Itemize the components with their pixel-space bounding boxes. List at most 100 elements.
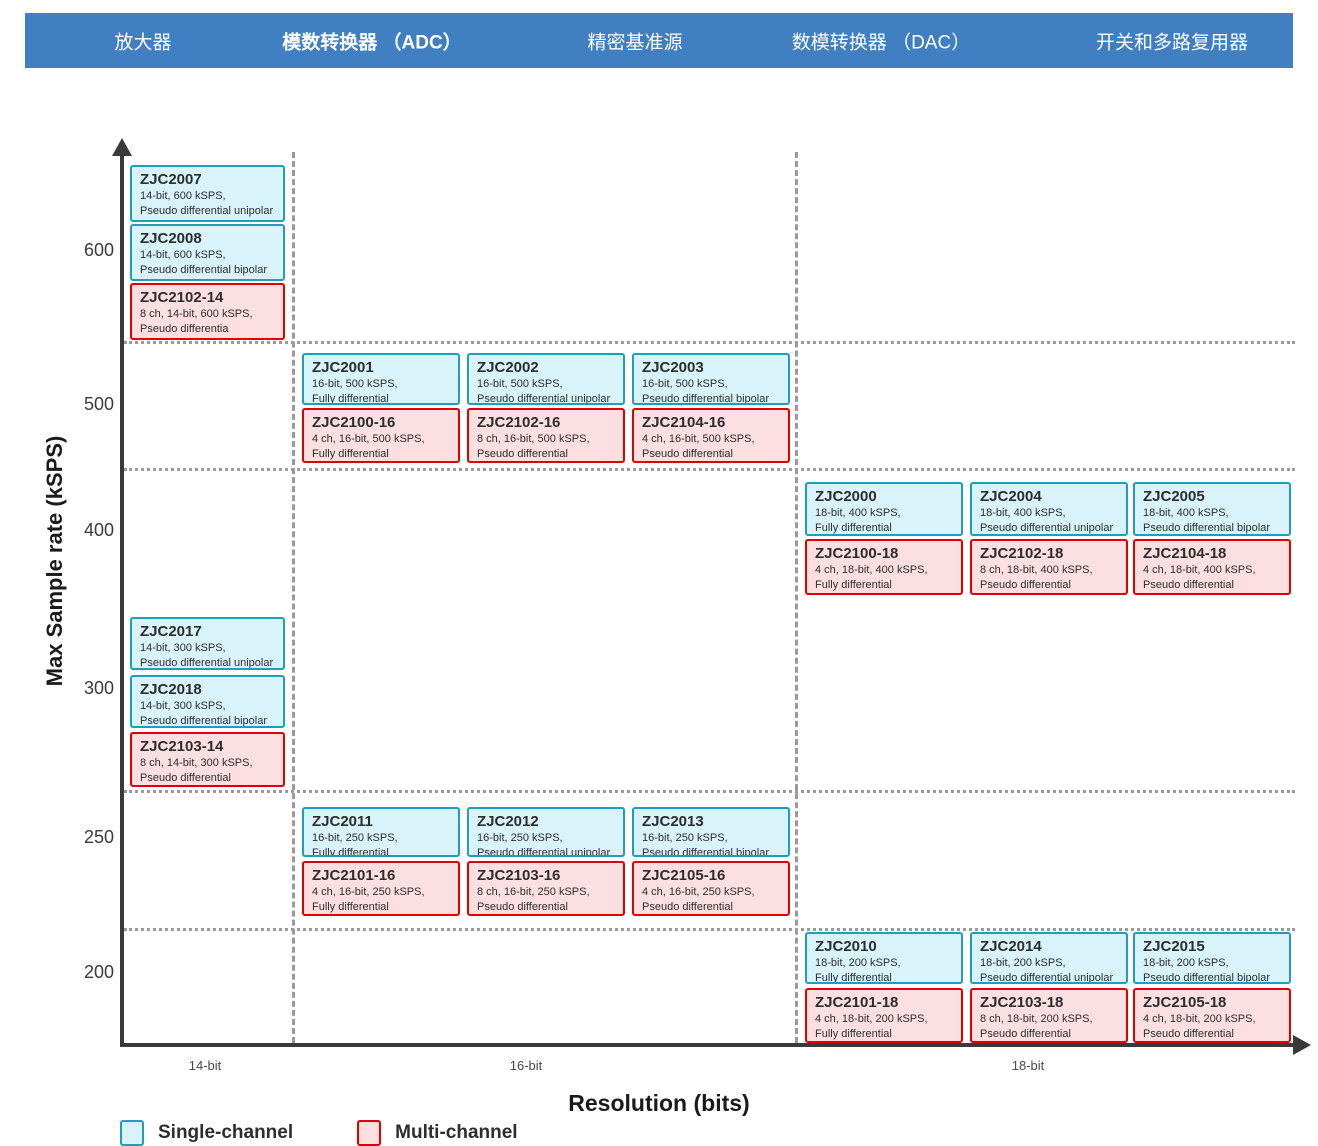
product-part-number: ZJC2101-18 [815, 994, 899, 1011]
product-card[interactable]: ZJC2012 16-bit, 250 kSPS, Pseudo different… [467, 807, 625, 857]
product-card[interactable]: ZJC2008 14-bit, 600 kSPS, Pseudo differen… [130, 224, 285, 281]
product-part-number: ZJC2004 [980, 488, 1042, 505]
product-card[interactable]: ZJC2001 16-bit, 500 kSPS, Fully differenti… [302, 353, 460, 405]
product-card[interactable]: ZJC2101-16 4 ch, 16-bit, 250 kSPS, Fully d… [302, 861, 460, 916]
product-spec-line-1: 18-bit, 400 kSPS, [980, 507, 1066, 520]
product-spec-line-1: 4 ch, 16-bit, 250 kSPS, [642, 886, 755, 899]
product-spec-line-1: 4 ch, 16-bit, 500 kSPS, [642, 433, 755, 446]
product-spec-line-1: 8 ch, 16-bit, 500 kSPS, [477, 433, 590, 446]
product-spec-line-2: Fully differential [815, 579, 892, 592]
product-card[interactable]: ZJC2103-14 8 ch, 14-bit, 300 kSPS, Pseudo … [130, 732, 285, 787]
product-card[interactable]: ZJC2105-16 4 ch, 16-bit, 250 kSPS, Pseudo … [632, 861, 790, 916]
product-spec-line-2: Pseudo differential unipolar [477, 847, 611, 857]
product-spec-line-1: 4 ch, 18-bit, 400 kSPS, [1143, 564, 1256, 577]
product-spec-line-2: Pseudo differentia [140, 323, 229, 336]
product-spec-line-1: 4 ch, 16-bit, 500 kSPS, [312, 433, 425, 446]
product-card[interactable]: ZJC2105-18 4 ch, 18-bit, 200 kSPS, Pseudo … [1133, 988, 1291, 1043]
product-spec-line-1: 8 ch, 16-bit, 250 kSPS, [477, 886, 590, 899]
y-tick-label-0: 600 [83, 240, 114, 260]
legend-entry-multi[interactable]: Multi-channel [357, 1120, 518, 1146]
product-spec-line-2: Pseudo differential bipolar [642, 393, 769, 405]
product-card[interactable]: ZJC2102-18 8 ch, 18-bit, 400 kSPS, Pseudo … [970, 539, 1128, 595]
product-spec-line-1: 18-bit, 200 kSPS, [1143, 957, 1229, 970]
horizontal-gridline-1 [124, 468, 1295, 471]
product-card[interactable]: ZJC2011 16-bit, 250 kSPS, Fully differenti… [302, 807, 460, 857]
product-spec-line-2: Pseudo differential [980, 1028, 1071, 1041]
product-part-number: ZJC2104-18 [1143, 545, 1227, 562]
product-part-number: ZJC2008 [140, 230, 202, 247]
product-card[interactable]: ZJC2100-18 4 ch, 18-bit, 400 kSPS, Fully d… [805, 539, 963, 595]
product-card[interactable]: ZJC2101-18 4 ch, 18-bit, 200 kSPS, Fully d… [805, 988, 963, 1043]
product-spec-line-1: 16-bit, 250 kSPS, [312, 832, 398, 845]
product-spec-line-2: Pseudo differential bipolar [1143, 522, 1270, 535]
product-part-number: ZJC2000 [815, 488, 877, 505]
product-spec-line-1: 16-bit, 250 kSPS, [642, 832, 728, 845]
product-spec-line-1: 14-bit, 300 kSPS, [140, 700, 226, 713]
product-card[interactable]: ZJC2017 14-bit, 300 kSPS, Pseudo different… [130, 617, 285, 670]
product-part-number: ZJC2007 [140, 171, 202, 188]
legend-label-multi: Multi-channel [395, 1122, 518, 1143]
product-spec-line-2: Fully differential [312, 393, 389, 405]
product-card[interactable]: ZJC2103-16 8 ch, 16-bit, 250 kSPS, Pseudo … [467, 861, 625, 916]
product-spec-line-2: Pseudo differential [980, 579, 1071, 592]
product-card[interactable]: ZJC2013 16-bit, 250 kSPS, Pseudo different… [632, 807, 790, 857]
product-card[interactable]: ZJC2102-14 8 ch, 14-bit, 600 kSPS, Pseudo … [130, 283, 285, 340]
product-spec-line-2: Pseudo differential bipolar [140, 264, 267, 277]
product-card[interactable]: ZJC2003 16-bit, 500 kSPS, Pseudo different… [632, 353, 790, 405]
product-card[interactable]: ZJC2102-16 8 ch, 16-bit, 500 kSPS, Pseudo … [467, 408, 625, 463]
nav-item-2[interactable]: 精密基准源 [587, 32, 683, 53]
product-part-number: ZJC2102-18 [980, 545, 1064, 562]
product-part-number: ZJC2014 [980, 938, 1042, 955]
product-spec-line-2: Fully differential [815, 1028, 892, 1041]
product-card[interactable]: ZJC2000 18-bit, 400 kSPS, Fully differenti… [805, 482, 963, 536]
product-part-number: ZJC2100-18 [815, 545, 899, 562]
product-card[interactable]: ZJC2010 18-bit, 200 kSPS, Fully differenti… [805, 932, 963, 984]
product-card[interactable]: ZJC2007 14-bit, 600 kSPS, Pseudo different… [130, 165, 285, 222]
nav-item-3[interactable]: 数模转换器 （DAC） [791, 32, 971, 53]
y-axis-line [120, 152, 124, 1047]
product-spec-line-1: 4 ch, 16-bit, 250 kSPS, [312, 886, 425, 899]
product-card[interactable]: ZJC2103-18 8 ch, 18-bit, 200 kSPS, Pseudo … [970, 988, 1128, 1043]
nav-item-4[interactable]: 开关和多路复用器 [1095, 32, 1249, 53]
nav-item-1[interactable]: 模数转换器 （ADC） [282, 32, 462, 53]
product-spec-line-1: 8 ch, 14-bit, 600 kSPS, [140, 308, 253, 321]
chart-canvas: ZJC2007 14-bit, 600 kSPS, Pseudo different… [0, 68, 1318, 1146]
legend-label-single: Single-channel [158, 1122, 294, 1143]
product-spec-line-2: Pseudo differential [642, 448, 733, 461]
y-tick-label-5: 200 [83, 962, 114, 982]
product-spec-line-1: 14-bit, 300 kSPS, [140, 642, 226, 655]
product-card[interactable]: ZJC2104-16 4 ch, 16-bit, 500 kSPS, Pseudo … [632, 408, 790, 463]
nav-item-0[interactable]: 放大器 [114, 32, 172, 53]
y-axis-arrow-icon [112, 138, 132, 156]
product-spec-line-2: Fully differential [815, 972, 892, 984]
product-card[interactable]: ZJC2018 14-bit, 300 kSPS, Pseudo different… [130, 675, 285, 728]
product-part-number: ZJC2015 [1143, 938, 1205, 955]
product-part-number: ZJC2013 [642, 813, 704, 830]
product-spec-line-2: Fully differential [815, 522, 892, 535]
product-card[interactable]: ZJC2104-18 4 ch, 18-bit, 400 kSPS, Pseudo … [1133, 539, 1291, 595]
legend-swatch-single [120, 1120, 144, 1146]
x-axis-line [120, 1043, 1295, 1047]
product-part-number: ZJC2003 [642, 359, 704, 376]
product-spec-line-2: Pseudo differential unipolar [140, 657, 274, 670]
product-card[interactable]: ZJC2005 18-bit, 400 kSPS, Pseudo different… [1133, 482, 1291, 536]
product-spec-line-2: Pseudo differential [1143, 1028, 1234, 1041]
product-part-number: ZJC2100-16 [312, 414, 396, 431]
product-part-number: ZJC2002 [477, 359, 539, 376]
x-tick-label-2: 18-bit [1011, 1058, 1045, 1073]
product-spec-line-1: 8 ch, 14-bit, 300 kSPS, [140, 757, 253, 770]
product-spec-line-1: 4 ch, 18-bit, 200 kSPS, [815, 1013, 928, 1026]
x-axis-arrow-icon [1293, 1035, 1311, 1055]
product-card[interactable]: ZJC2004 18-bit, 400 kSPS, Pseudo different… [970, 482, 1128, 536]
product-card[interactable]: ZJC2002 16-bit, 500 kSPS, Pseudo different… [467, 353, 625, 405]
legend-entry-single[interactable]: Single-channel [120, 1120, 293, 1146]
product-spec-line-1: 18-bit, 400 kSPS, [815, 507, 901, 520]
horizontal-gridline-3 [124, 928, 1295, 931]
product-part-number: ZJC2103-16 [477, 867, 561, 884]
product-card[interactable]: ZJC2015 18-bit, 200 kSPS, Pseudo different… [1133, 932, 1291, 984]
product-card[interactable]: ZJC2100-16 4 ch, 16-bit, 500 kSPS, Fully d… [302, 408, 460, 463]
product-spec-line-1: 8 ch, 18-bit, 200 kSPS, [980, 1013, 1093, 1026]
product-spec-line-2: Pseudo differential bipolar [642, 847, 769, 857]
product-card[interactable]: ZJC2014 18-bit, 200 kSPS, Pseudo different… [970, 932, 1128, 984]
product-spec-line-2: Pseudo differential unipolar [140, 205, 274, 218]
